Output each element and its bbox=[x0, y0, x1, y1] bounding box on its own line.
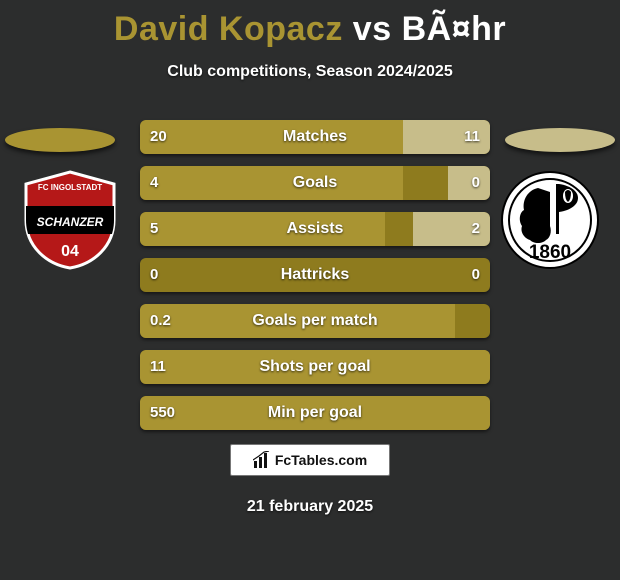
club-right-crest: 1860 bbox=[500, 170, 600, 270]
stat-value-left: 0 bbox=[150, 258, 158, 292]
stat-label: Goals per match bbox=[140, 304, 490, 338]
stats-area: Matches2011Goals40Assists52Hattricks00Go… bbox=[140, 120, 490, 442]
player2-name: BÃ¤hr bbox=[402, 10, 507, 48]
stat-row: Min per goal550 bbox=[140, 396, 490, 430]
stat-value-left: 5 bbox=[150, 212, 158, 246]
stat-row: Shots per goal11 bbox=[140, 350, 490, 384]
stat-value-left: 0.2 bbox=[150, 304, 171, 338]
player1-disc bbox=[5, 128, 115, 152]
stat-label: Hattricks bbox=[140, 258, 490, 292]
vs-text: vs bbox=[353, 10, 392, 48]
svg-text:1860: 1860 bbox=[529, 242, 571, 263]
comparison-title: David Kopacz vs BÃ¤hr bbox=[0, 0, 620, 49]
stat-value-right: 2 bbox=[472, 212, 480, 246]
chart-icon bbox=[253, 451, 271, 469]
stat-value-right: 11 bbox=[464, 120, 480, 154]
stat-row: Hattricks0 0 bbox=[140, 258, 490, 292]
svg-text:04: 04 bbox=[61, 243, 79, 260]
subtitle: Club competitions, Season 2024/2025 bbox=[0, 63, 620, 81]
stat-label: Matches bbox=[140, 120, 490, 154]
fctables-text: FcTables.com bbox=[275, 452, 367, 468]
svg-text:SCHANZER: SCHANZER bbox=[37, 215, 104, 229]
player1-name: David Kopacz bbox=[114, 10, 343, 48]
stat-label: Min per goal bbox=[140, 396, 490, 430]
stat-value-right: 0 bbox=[472, 258, 480, 292]
stat-value-left: 4 bbox=[150, 166, 158, 200]
stat-label: Shots per goal bbox=[140, 350, 490, 384]
stat-row: Goals4 0 bbox=[140, 166, 490, 200]
club-left-crest: FC INGOLSTADT SCHANZER 04 bbox=[20, 170, 120, 270]
stat-label: Assists bbox=[140, 212, 490, 246]
stat-row: Matches20 11 bbox=[140, 120, 490, 154]
fctables-badge: FcTables.com bbox=[230, 444, 390, 476]
stat-value-left: 20 bbox=[150, 120, 167, 154]
player2-disc bbox=[505, 128, 615, 152]
stat-value-right: 0 bbox=[472, 166, 480, 200]
stat-row: Assists5 2 bbox=[140, 212, 490, 246]
stat-row: Goals per match0.2 bbox=[140, 304, 490, 338]
stat-value-left: 550 bbox=[150, 396, 175, 430]
date-text: 21 february 2025 bbox=[0, 498, 620, 516]
svg-text:FC INGOLSTADT: FC INGOLSTADT bbox=[38, 183, 102, 192]
stat-label: Goals bbox=[140, 166, 490, 200]
stat-value-left: 11 bbox=[150, 350, 166, 384]
